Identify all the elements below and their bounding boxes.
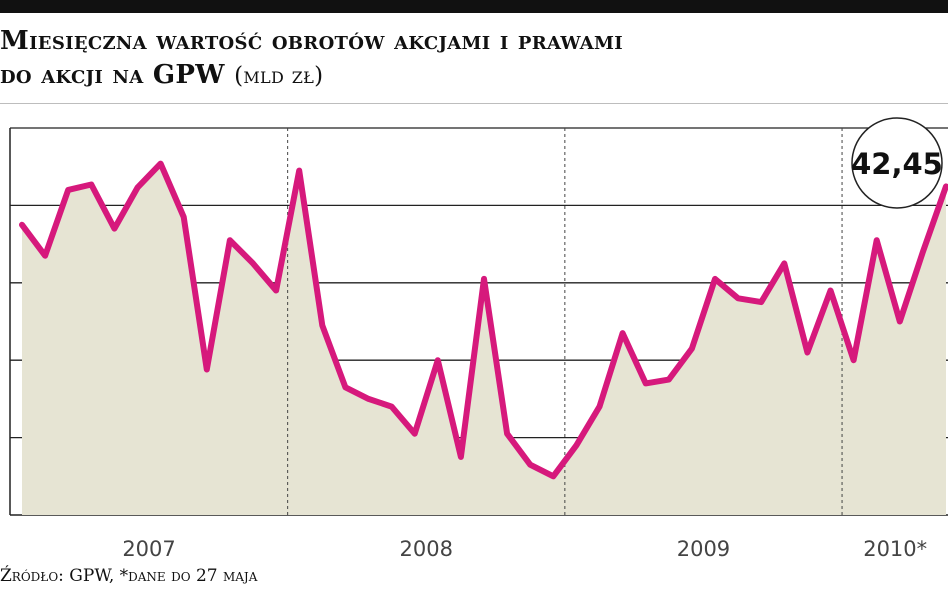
- chart-unit: (mld zł): [234, 63, 324, 89]
- chart-title: Miesięczna wartość obrotów akcjami i pra…: [0, 24, 948, 93]
- year-label-2: 2008: [400, 537, 453, 561]
- year-label-3: 2009: [677, 537, 730, 561]
- header-rule: [0, 103, 948, 104]
- highlight-circle: [851, 117, 943, 209]
- year-label-1: 2007: [122, 537, 175, 561]
- chart-title-line-2-text: do akcji na GPW: [0, 60, 225, 90]
- chart-title-line-2: do akcji na GPW (mld zł): [0, 58, 948, 93]
- source-note: Źródło: GPW, *dane do 27 maja: [0, 566, 258, 586]
- top-bar: [0, 0, 948, 13]
- chart-title-line-1: Miesięczna wartość obrotów akcjami i pra…: [0, 26, 623, 56]
- year-label-4: 2010*: [863, 537, 927, 561]
- series-line: [19, 160, 948, 480]
- area-fill: [22, 163, 946, 515]
- highlight-label: 42,45: [851, 147, 943, 181]
